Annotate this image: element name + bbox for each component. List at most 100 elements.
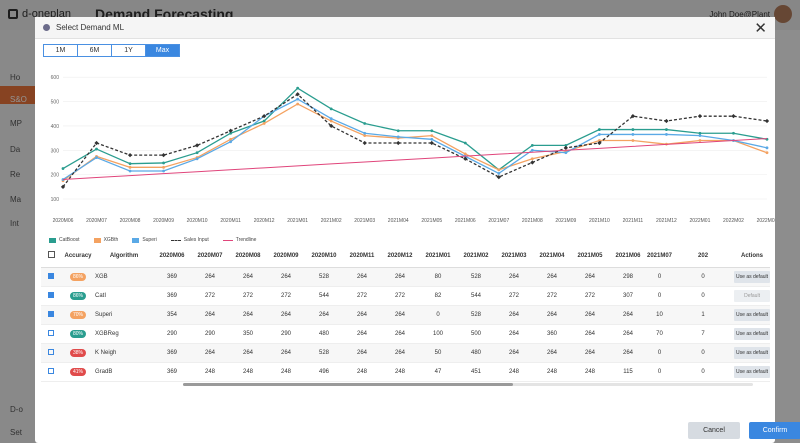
legend-item[interactable]: Sales Input — [170, 237, 209, 243]
column-header[interactable]: 2021M01 — [419, 245, 457, 268]
row-checkbox[interactable] — [48, 348, 54, 355]
value-cell: 528 — [305, 267, 343, 287]
table-row[interactable]: 80% XGBReg 290 290 350 290 480 264 264 100 500 264 3… — [41, 324, 771, 344]
table-scrollbar[interactable] — [183, 383, 753, 386]
accuracy-cell: 70% — [61, 305, 95, 325]
column-header[interactable]: 2021M04 — [533, 245, 571, 268]
legend-item[interactable]: Superi — [132, 237, 157, 243]
use-as-default-button[interactable]: Use as default — [734, 327, 771, 340]
column-header[interactable]: 2020M11 — [343, 245, 381, 268]
use-as-default-button[interactable]: Use as default — [734, 365, 771, 378]
user-menu[interactable]: John Doe@Plant — [709, 10, 770, 19]
range-tab-1y[interactable]: 1Y — [111, 44, 146, 57]
value-cell: 264 — [495, 343, 533, 363]
column-header[interactable]: Actions — [734, 245, 771, 268]
legend-item[interactable]: XGBth — [93, 237, 118, 243]
data-point — [363, 134, 367, 138]
range-tab-1m[interactable]: 1M — [43, 44, 78, 57]
use-as-default-button[interactable]: Use as default — [734, 346, 771, 359]
accuracy-cell: 86% — [61, 267, 95, 287]
column-header[interactable]: 2021M06 — [609, 245, 647, 268]
column-header[interactable]: 202 — [672, 245, 735, 268]
column-header[interactable]: 2020M10 — [305, 245, 343, 268]
table-row[interactable]: 38% K Neigh 369 264 264 264 528 264 264 50 480 264 2… — [41, 343, 771, 363]
legend-item[interactable]: CatBoost — [49, 237, 80, 243]
use-as-default-button[interactable]: Use as default — [734, 308, 771, 321]
column-header[interactable]: 2020M07 — [191, 245, 229, 268]
sidebar-active-item[interactable] — [0, 86, 35, 104]
table-row[interactable]: 86% CatI 369 272 272 272 544 272 272 82 544 272 272 2… — [41, 286, 771, 306]
table-row[interactable]: 41% GradB 369 248 248 248 496 248 248 47 451 248 248… — [41, 362, 771, 382]
range-tab-6m[interactable]: 6M — [77, 44, 112, 57]
legend-swatch — [132, 237, 140, 243]
sidebar-item[interactable]: Set — [10, 428, 23, 437]
value-cell: 1 — [672, 305, 735, 325]
select-all-checkbox[interactable] — [47, 251, 55, 259]
y-tick-label: 400 — [51, 124, 60, 130]
accuracy-badge: 41% — [70, 367, 86, 376]
value-cell: 47 — [419, 362, 457, 382]
actions-cell: Use as default — [734, 305, 771, 325]
row-checkbox[interactable] — [48, 310, 54, 317]
sidebar-item[interactable]: D-o — [10, 405, 23, 414]
column-header[interactable]: Algorithm — [95, 245, 153, 268]
value-cell: 264 — [229, 343, 267, 363]
row-checkbox[interactable] — [48, 329, 54, 336]
sidebar-item[interactable]: MP — [10, 119, 22, 128]
column-header[interactable]: 2020M12 — [381, 245, 419, 268]
legend-label: CatBoost — [59, 237, 80, 243]
column-header[interactable]: 2021M03 — [495, 245, 533, 268]
value-cell: 264 — [229, 305, 267, 325]
data-point — [530, 160, 535, 165]
data-point — [162, 169, 165, 173]
cancel-button[interactable]: Cancel — [688, 422, 740, 439]
row-checkbox[interactable] — [48, 291, 54, 298]
legend-swatch — [170, 239, 181, 241]
data-point — [296, 102, 300, 106]
data-point — [764, 118, 770, 124]
table-row[interactable]: 86% XGB 369 264 264 264 528 264 264 80 528 264 264 26… — [41, 267, 771, 287]
use-as-default-button[interactable]: Use as default — [734, 270, 771, 283]
data-point — [597, 133, 601, 136]
data-point — [396, 135, 400, 139]
data-point — [128, 169, 132, 173]
value-cell: 264 — [305, 305, 343, 325]
sidebar-item[interactable]: S&O — [10, 95, 27, 104]
row-checkbox[interactable] — [48, 272, 54, 279]
sidebar-item[interactable]: Re — [10, 170, 21, 179]
close-icon[interactable]: ✕ — [754, 20, 767, 37]
sidebar-item[interactable]: Ho — [10, 73, 21, 82]
table-row[interactable]: 70% Superi 354 264 264 264 264 264 264 0 528 264 264… — [41, 305, 771, 325]
accuracy-badge: 38% — [70, 348, 86, 357]
confirm-button[interactable]: Confirm — [749, 422, 800, 439]
column-header[interactable]: 2020M09 — [267, 245, 305, 268]
sidebar-item[interactable]: Ma — [10, 195, 22, 204]
value-cell: 0 — [672, 286, 735, 306]
value-cell: 264 — [343, 305, 381, 325]
column-header[interactable]: Accuracy — [61, 245, 95, 268]
column-header[interactable]: 2021M02 — [457, 245, 495, 268]
data-point — [497, 172, 501, 175]
sidebar-item[interactable]: Da — [10, 145, 21, 154]
value-cell: 272 — [571, 286, 609, 306]
accuracy-cell: 38% — [61, 343, 95, 363]
value-cell: 290 — [153, 324, 191, 344]
scrollbar-thumb[interactable] — [183, 383, 513, 386]
column-header[interactable]: 2021M07 — [647, 245, 673, 268]
legend-item[interactable]: Trendline — [222, 237, 256, 243]
value-cell: 272 — [267, 286, 305, 306]
value-cell: 272 — [343, 286, 381, 306]
avatar[interactable] — [774, 5, 792, 23]
sidebar-item[interactable]: Int — [10, 219, 19, 228]
data-point — [162, 161, 165, 165]
column-header[interactable]: 2020M08 — [229, 245, 267, 268]
column-header[interactable]: 2020M06 — [153, 245, 191, 268]
value-cell: 451 — [457, 362, 495, 382]
column-header[interactable]: 2021M05 — [571, 245, 609, 268]
value-cell: 248 — [533, 362, 571, 382]
x-tick-label: 2020M11 — [220, 218, 241, 224]
y-tick-label: 100 — [51, 197, 60, 203]
row-checkbox[interactable] — [48, 367, 54, 374]
range-tab-max[interactable]: Max — [145, 44, 180, 57]
value-cell: 480 — [457, 343, 495, 363]
